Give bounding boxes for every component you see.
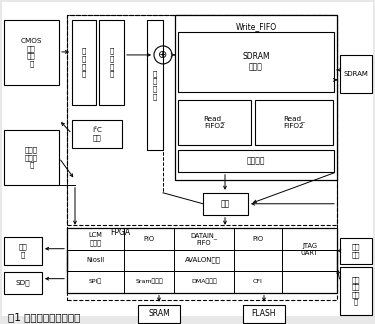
Text: ⊕: ⊕ <box>158 50 168 60</box>
Text: DMA控制器: DMA控制器 <box>191 279 217 284</box>
Text: SD卡: SD卡 <box>16 279 30 286</box>
Bar <box>147 20 163 150</box>
Bar <box>4 130 59 185</box>
Text: SDRAM
控制器: SDRAM 控制器 <box>242 52 270 72</box>
Text: SRAM: SRAM <box>148 309 170 318</box>
Text: FLASH: FLASH <box>252 309 276 318</box>
Text: 格
式
转
换: 格 式 转 换 <box>110 48 114 77</box>
Text: SPI板: SPI板 <box>89 279 102 284</box>
Text: CFI: CFI <box>253 279 263 284</box>
Bar <box>4 237 42 265</box>
Text: Write_FIFO: Write_FIFO <box>236 22 276 31</box>
Bar <box>175 15 337 180</box>
Bar <box>340 55 372 93</box>
Text: LCM
控制器: LCM 控制器 <box>88 232 102 246</box>
Text: Read_
FIFO2: Read_ FIFO2 <box>204 115 225 129</box>
Text: I²C
配置: I²C 配置 <box>92 127 102 141</box>
Text: NiosII: NiosII <box>86 257 105 263</box>
Text: Read_
FIFO2: Read_ FIFO2 <box>283 115 305 129</box>
Text: AVALON总线: AVALON总线 <box>185 257 221 263</box>
Bar <box>67 228 337 293</box>
Bar <box>124 250 282 271</box>
Text: 人体信
号探测
器: 人体信 号探测 器 <box>25 146 38 168</box>
Bar <box>178 32 334 92</box>
Text: 时钟
芯片: 时钟 芯片 <box>352 244 360 258</box>
Bar <box>178 100 251 145</box>
Bar <box>67 15 337 225</box>
Text: JTAG
UART: JTAG UART <box>301 243 318 256</box>
Bar <box>99 20 124 105</box>
Bar <box>72 20 96 105</box>
Bar <box>72 120 122 148</box>
Text: 帧缓冲器: 帧缓冲器 <box>247 156 265 165</box>
Bar <box>4 20 59 85</box>
Text: DATAIN_
FIFO: DATAIN_ FIFO <box>190 232 217 246</box>
Bar <box>340 238 372 264</box>
Text: CMOS
图像
传感
器: CMOS 图像 传感 器 <box>21 38 42 67</box>
Bar <box>4 272 42 294</box>
Text: FPGA: FPGA <box>110 228 130 237</box>
Bar <box>67 15 337 300</box>
Text: 液晶
屏: 液晶 屏 <box>19 244 27 258</box>
Bar <box>340 267 372 315</box>
Text: 检测: 检测 <box>221 199 230 208</box>
Bar <box>255 100 333 145</box>
Bar <box>178 150 334 172</box>
Text: 图
像
采
集: 图 像 采 集 <box>82 48 86 77</box>
Text: SDRAM: SDRAM <box>344 71 368 77</box>
Text: Sram控制器: Sram控制器 <box>135 279 163 284</box>
Bar <box>243 305 285 323</box>
Text: 控
制
信
号: 控 制 信 号 <box>153 70 157 99</box>
Text: 环境
光亮
检测
器: 环境 光亮 检测 器 <box>352 276 360 306</box>
Bar <box>138 305 180 323</box>
Bar <box>203 193 248 215</box>
Text: 图1 图像监控系统结构图: 图1 图像监控系统结构图 <box>8 313 80 323</box>
Text: PIO: PIO <box>252 236 264 242</box>
Text: PIO: PIO <box>143 236 154 242</box>
